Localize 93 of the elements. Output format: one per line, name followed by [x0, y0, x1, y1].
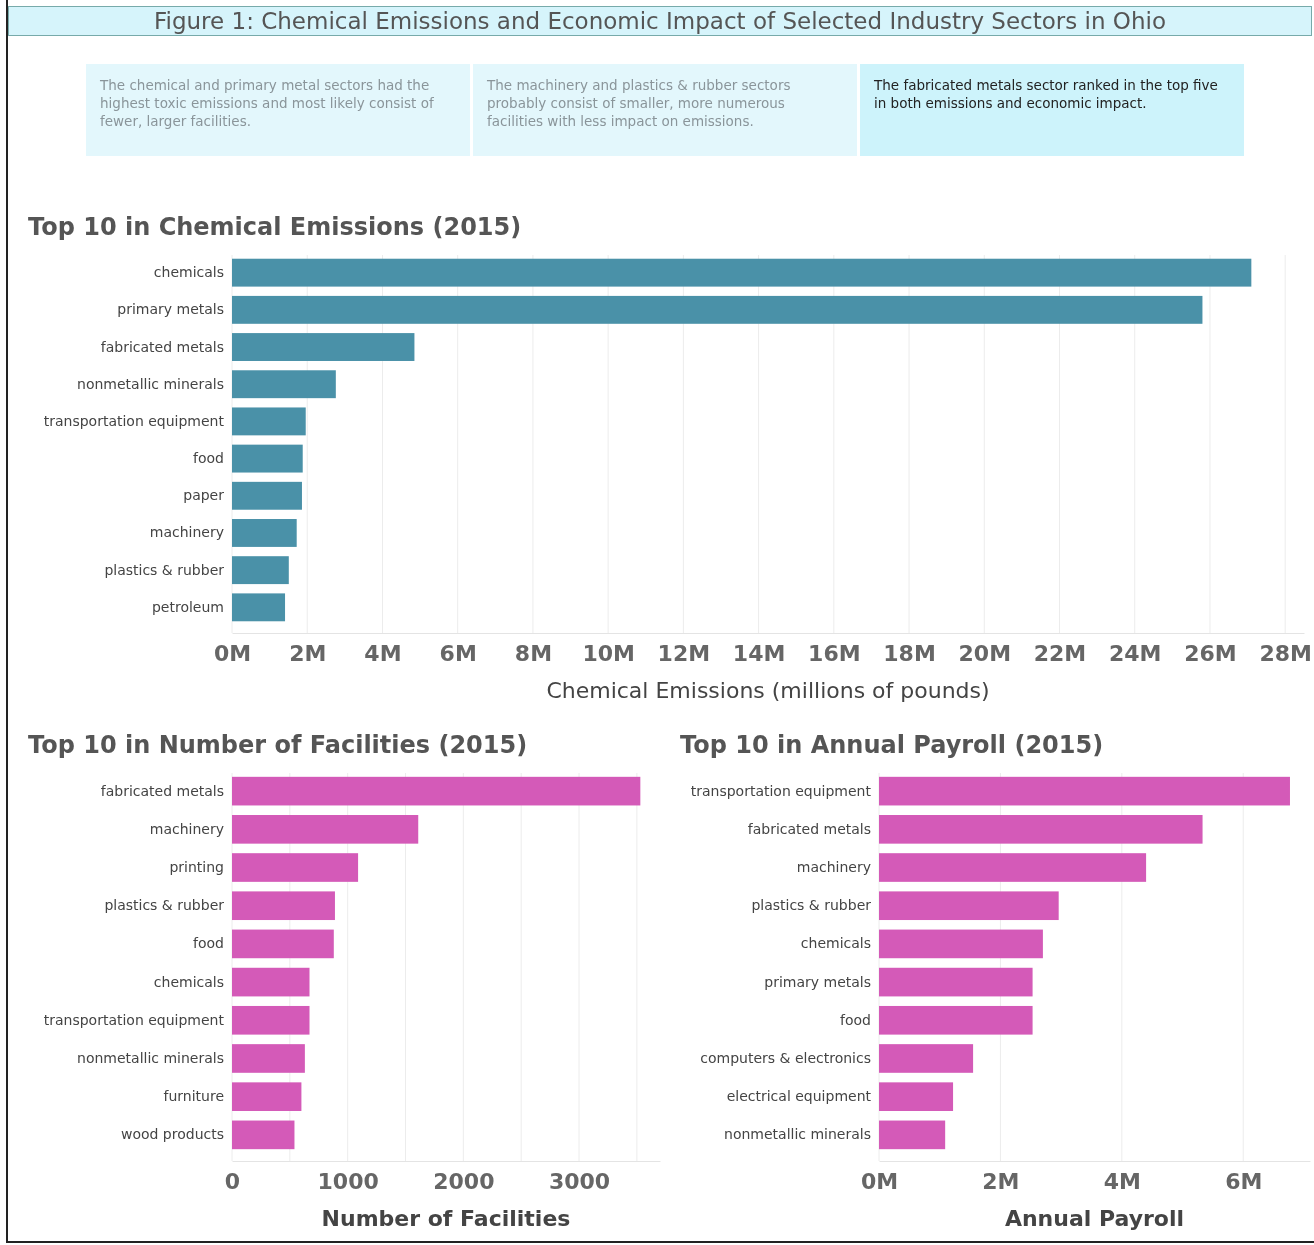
y-tick-label: fabricated metals — [747, 820, 871, 837]
x-tick-label: 4M — [364, 640, 402, 666]
y-tick-label: fabricated metals — [100, 782, 224, 799]
bar — [879, 1044, 974, 1073]
bar — [232, 481, 302, 510]
chart-title: Top 10 in Chemical Emissions (2015) — [28, 213, 522, 241]
x-tick-label: 1000 — [317, 1168, 379, 1194]
bar — [879, 815, 1203, 844]
bar — [879, 1005, 1033, 1035]
x-tick-label: 0M — [860, 1168, 899, 1194]
y-tick-label: chemicals — [153, 973, 224, 990]
x-tick-label: 28M — [1259, 640, 1312, 666]
bar — [232, 929, 334, 959]
bar — [232, 1120, 295, 1150]
x-tick-label: 22M — [1033, 640, 1087, 666]
text: The machinery and plastics & rubber sectors probably consist of smaller, more numerous facilities with less impact on emissions. — [473, 64, 857, 156]
text: The fabricated metals sector ranked in the top five in both emissions and economic impact. — [860, 64, 1244, 156]
y-tick-label: fabricated metals — [100, 338, 224, 355]
y-tick-label: furniture — [163, 1088, 224, 1105]
x-tick-label: 20M — [958, 640, 1012, 666]
bar — [232, 407, 306, 436]
y-tick-label: plastics & rubber — [104, 561, 225, 578]
y-tick-label: nonmetallic minerals — [724, 1126, 871, 1143]
bar — [232, 776, 641, 806]
y-tick-label: transportation equipment — [43, 412, 225, 429]
bar — [232, 891, 335, 921]
x-axis-title: Chemical Emissions (millions of pounds) — [546, 678, 990, 703]
y-tick-label: primary metals — [117, 301, 224, 318]
text: The chemical and primary metal sectors had the highest toxic emissions and most likely consist of fewer, larger facilities. — [86, 64, 470, 156]
x-tick-label: 6M — [439, 640, 477, 666]
x-tick-label: 2M — [289, 640, 327, 666]
x-tick-label: 2M — [982, 1168, 1020, 1194]
x-axis-title: Annual Payroll — [1004, 1206, 1185, 1231]
bar — [232, 258, 1252, 287]
bar — [232, 853, 359, 882]
bar — [232, 519, 297, 547]
y-tick-label: machinery — [149, 820, 224, 837]
x-tick-label: 24M — [1108, 640, 1162, 666]
x-tick-label: 3000 — [548, 1168, 611, 1194]
y-tick-label: paper — [183, 487, 225, 504]
x-tick-label: 16M — [808, 640, 861, 666]
bar — [879, 929, 1043, 959]
bar — [232, 333, 415, 361]
y-tick-label: transportation equipment — [690, 782, 872, 799]
text: Figure 1: Chemical Emissions and Economic Impact of Selected Industry Sectors in Ohio — [8, 6, 1312, 36]
x-tick-label: 12M — [657, 640, 711, 666]
bar — [232, 593, 286, 622]
y-tick-label: food — [193, 935, 224, 952]
bar — [232, 295, 1203, 324]
bar — [879, 776, 1290, 806]
x-tick-label: 8M — [514, 640, 553, 666]
bar — [232, 1082, 302, 1111]
x-tick-label: 0M — [213, 640, 252, 666]
y-tick-label: nonmetallic minerals — [77, 1049, 224, 1066]
x-tick-label: 4M — [1103, 1168, 1141, 1194]
y-tick-label: chemicals — [153, 264, 224, 281]
y-tick-label: printing — [169, 859, 224, 875]
x-tick-label: 6M — [1225, 1168, 1263, 1194]
bar — [879, 967, 1033, 997]
bar — [232, 815, 419, 844]
y-tick-label: wood products — [120, 1126, 224, 1143]
x-tick-label: 2000 — [433, 1168, 495, 1194]
y-tick-label: petroleum — [151, 598, 224, 615]
y-tick-label: food — [193, 450, 224, 467]
x-tick-label: 18M — [883, 640, 936, 666]
x-tick-label: 10M — [582, 640, 635, 666]
y-tick-label: machinery — [796, 859, 871, 875]
y-tick-label: chemicals — [800, 935, 871, 952]
y-tick-label: nonmetallic minerals — [77, 375, 224, 392]
chart-title: Top 10 in Annual Payroll (2015) — [680, 731, 1104, 759]
chart-title: Top 10 in Number of Facilities (2015) — [28, 731, 528, 759]
bar — [232, 556, 289, 585]
y-tick-label: transportation equipment — [43, 1011, 225, 1028]
y-tick-label: machinery — [149, 524, 224, 541]
bar — [232, 444, 303, 473]
y-tick-label: primary metals — [764, 973, 871, 990]
x-axis-title: Number of Facilities — [321, 1206, 571, 1231]
bar — [232, 967, 310, 997]
y-tick-label: electrical equipment — [726, 1088, 872, 1105]
x-tick-label: 26M — [1184, 640, 1237, 666]
bar — [232, 1044, 305, 1073]
x-tick-label: 0 — [224, 1168, 241, 1194]
bar — [879, 891, 1059, 921]
y-tick-label: plastics & rubber — [751, 897, 872, 914]
bar — [232, 370, 336, 399]
bar — [232, 1005, 310, 1035]
y-tick-label: computers & electronics — [700, 1049, 871, 1066]
bar — [879, 853, 1147, 882]
bar — [879, 1120, 946, 1150]
y-tick-label: plastics & rubber — [104, 897, 225, 914]
x-tick-label: 14M — [732, 640, 786, 666]
y-tick-label: food — [840, 1011, 871, 1028]
bar — [879, 1082, 954, 1111]
